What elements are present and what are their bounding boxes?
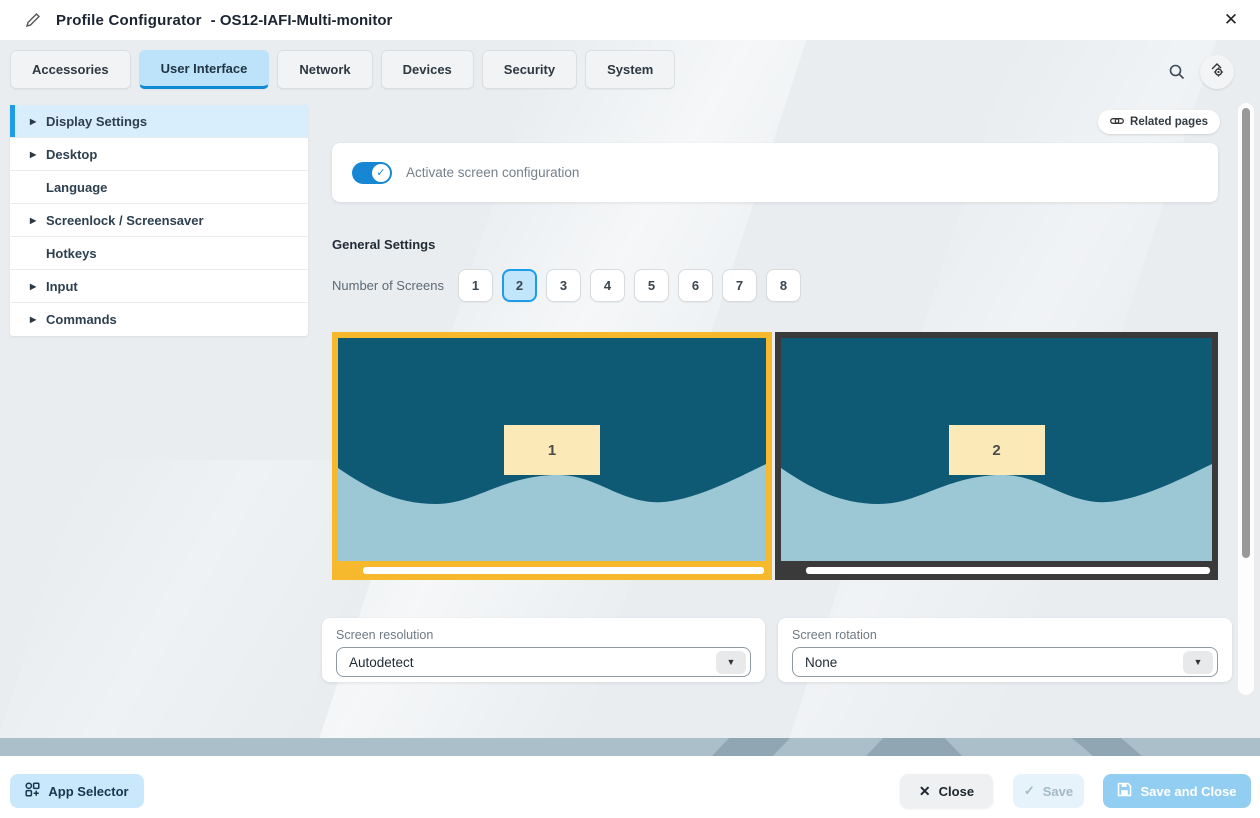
setup-wizard-button[interactable] bbox=[1200, 55, 1234, 89]
monitor-preview-1[interactable]: 1 bbox=[332, 332, 772, 580]
resolution-select[interactable]: Autodetect ▼ bbox=[336, 647, 751, 677]
activate-screen-config-toggle[interactable]: ✓ bbox=[352, 161, 392, 184]
floppy-disk-icon bbox=[1117, 782, 1132, 800]
rotation-label: Screen rotation bbox=[792, 628, 877, 642]
save-and-close-button[interactable]: Save and Close bbox=[1103, 774, 1251, 808]
wave-wallpaper bbox=[781, 338, 1212, 561]
monitor-2-taskbar bbox=[806, 567, 1210, 574]
tab-system[interactable]: System bbox=[585, 50, 676, 89]
monitor-2-screen: 2 bbox=[781, 338, 1212, 561]
monitor-preview-2[interactable]: 2 bbox=[775, 332, 1218, 580]
profile-name: - OS12-IAFI-Multi-monitor bbox=[210, 11, 393, 29]
chevron-right-icon: ▶ bbox=[30, 149, 37, 159]
link-icon bbox=[1110, 116, 1124, 129]
close-icon: ✕ bbox=[1223, 10, 1239, 29]
scrollbar-track[interactable] bbox=[1238, 103, 1254, 695]
check-icon: ✓ bbox=[1023, 783, 1035, 798]
tab-security[interactable]: Security bbox=[481, 50, 578, 89]
footer-bar: App Selector ✕ Close ✓ Save Save and Clo… bbox=[0, 756, 1260, 818]
sidebar-item-desktop[interactable]: ▶ Desktop bbox=[10, 138, 308, 171]
chevron-down-icon: ▼ bbox=[726, 657, 736, 667]
chevron-right-icon: ▶ bbox=[30, 281, 37, 291]
background-streak bbox=[0, 460, 389, 756]
screens-option-1[interactable]: 1 bbox=[458, 269, 493, 302]
number-of-screens-row: Number of Screens 1 2 3 4 5 6 7 8 bbox=[332, 269, 810, 302]
tab-network[interactable]: Network bbox=[277, 50, 373, 89]
check-icon: ✓ bbox=[376, 167, 386, 179]
related-pages-button[interactable]: Related pages bbox=[1098, 110, 1220, 134]
toggle-label: Activate screen configuration bbox=[406, 165, 580, 180]
close-button[interactable]: ✕ Close bbox=[900, 774, 993, 808]
decorative-band bbox=[0, 738, 1260, 756]
app-selector-button[interactable]: App Selector bbox=[10, 774, 144, 808]
edit-pencil-icon bbox=[22, 9, 44, 31]
screens-option-3[interactable]: 3 bbox=[546, 269, 581, 302]
rotation-dropdown-button[interactable]: ▼ bbox=[1183, 650, 1213, 674]
app-grid-icon bbox=[25, 782, 40, 800]
monitor-1-taskbar bbox=[363, 567, 764, 574]
sidebar-item-display-settings[interactable]: ▶ Display Settings bbox=[10, 105, 308, 138]
screen-rotation-card: Screen rotation None ▼ bbox=[778, 618, 1232, 682]
monitor-1-screen: 1 bbox=[338, 338, 766, 561]
screens-label: Number of Screens bbox=[332, 278, 444, 293]
resolution-value: Autodetect bbox=[349, 654, 414, 670]
wizard-gear-icon bbox=[1208, 61, 1226, 84]
tab-accessories[interactable]: Accessories bbox=[10, 50, 131, 89]
sidebar-item-hotkeys[interactable]: Hotkeys bbox=[10, 237, 308, 270]
chevron-right-icon: ▶ bbox=[30, 315, 37, 324]
sidebar-item-language[interactable]: Language bbox=[10, 171, 308, 204]
screens-option-8[interactable]: 8 bbox=[766, 269, 801, 302]
tab-tools bbox=[1166, 55, 1234, 89]
screens-option-4[interactable]: 4 bbox=[590, 269, 625, 302]
chevron-right-icon: ▶ bbox=[30, 215, 37, 225]
window-close-button[interactable]: ✕ bbox=[1218, 7, 1244, 33]
section-title: General Settings bbox=[332, 237, 436, 252]
screens-option-5[interactable]: 5 bbox=[634, 269, 669, 302]
window-title: Profile Configurator bbox=[56, 11, 202, 29]
close-icon: ✕ bbox=[918, 782, 931, 799]
toggle-knob: ✓ bbox=[372, 163, 390, 182]
chevron-right-icon: ▶ bbox=[30, 116, 37, 126]
monitor-2-number: 2 bbox=[948, 425, 1045, 475]
sidebar-item-input[interactable]: ▶ Input bbox=[10, 270, 308, 303]
screens-option-6[interactable]: 6 bbox=[678, 269, 713, 302]
activate-config-card: ✓ Activate screen configuration bbox=[332, 143, 1218, 202]
resolution-label: Screen resolution bbox=[336, 628, 434, 642]
screens-option-7[interactable]: 7 bbox=[722, 269, 757, 302]
rotation-select[interactable]: None ▼ bbox=[792, 647, 1218, 677]
chevron-down-icon: ▼ bbox=[1193, 657, 1203, 667]
tab-bar: Accessories User Interface Network Devic… bbox=[10, 50, 676, 89]
tab-devices[interactable]: Devices bbox=[380, 50, 474, 89]
monitor-1-number: 1 bbox=[504, 425, 600, 475]
sidebar-item-commands[interactable]: ▶ Commands bbox=[30, 312, 117, 327]
save-button[interactable]: ✓ Save bbox=[1013, 774, 1084, 808]
rotation-value: None bbox=[805, 654, 838, 670]
resolution-dropdown-button[interactable]: ▼ bbox=[716, 650, 746, 674]
tab-user-interface[interactable]: User Interface bbox=[138, 50, 270, 89]
screen-resolution-card: Screen resolution Autodetect ▼ bbox=[322, 618, 765, 682]
search-icon[interactable] bbox=[1166, 61, 1188, 83]
scrollbar-thumb[interactable] bbox=[1242, 108, 1250, 558]
title-bar: Profile Configurator - OS12-IAFI-Multi-m… bbox=[0, 0, 1260, 40]
screens-option-2[interactable]: 2 bbox=[502, 269, 537, 302]
settings-sidebar: ▶ Display Settings ▶ Desktop Language ▶ … bbox=[10, 105, 308, 336]
sidebar-item-screenlock[interactable]: ▶ Screenlock / Screensaver bbox=[10, 204, 308, 237]
